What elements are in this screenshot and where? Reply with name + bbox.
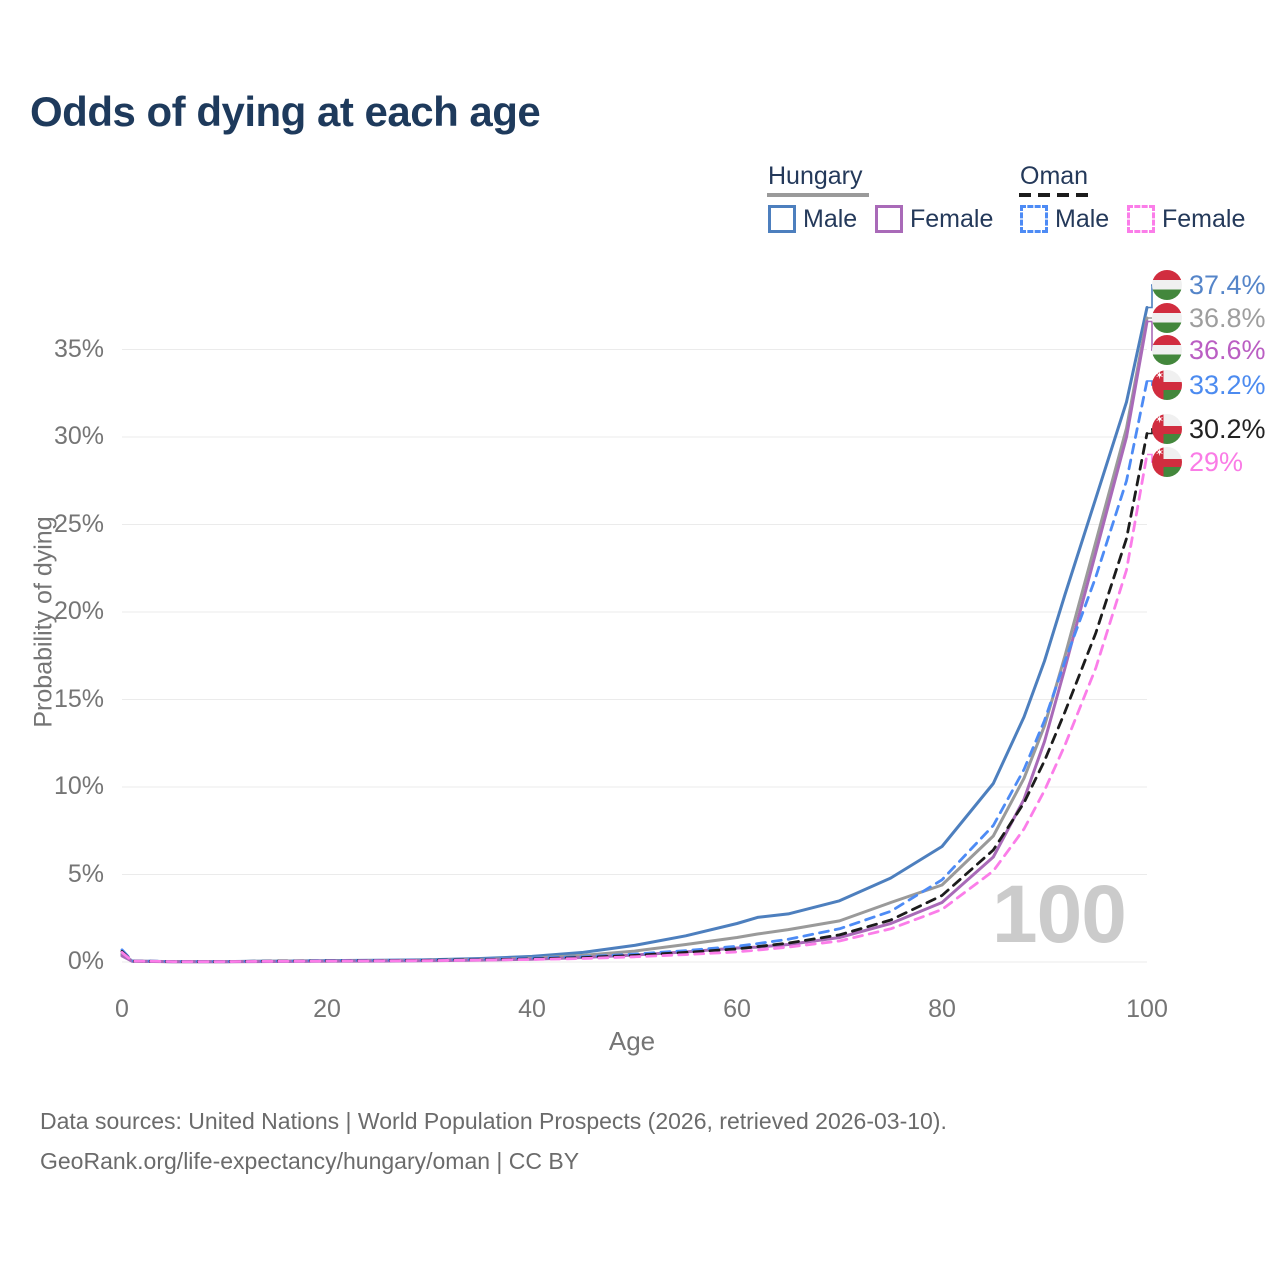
end-label-row: ✶ 29% [1152,446,1243,478]
x-tick-label: 100 [1126,995,1168,1023]
y-tick-label: 30% [53,422,104,450]
legend-group-hungary[interactable]: Hungary [768,162,863,190]
y-tick-label: 20% [53,597,104,625]
hungary-flag-icon [1152,270,1182,300]
hungary-female-swatch-icon [875,205,903,233]
y-tick-label: 35% [53,334,104,363]
oman-flag-icon: ✶ [1152,414,1182,444]
oman-flag-icon: ✶ [1152,447,1182,477]
x-tick-label: 20 [313,995,341,1023]
legend-item-hungary-male[interactable]: Male [768,204,857,234]
age-watermark: 100 [992,869,1127,960]
oman-emblem-icon: ✶ [1155,447,1165,459]
y-tick-label: 10% [53,772,104,800]
legend-item-label: Male [803,204,858,233]
legend-item-label: Female [910,204,994,233]
attribution-link[interactable]: GeoRank.org/life-expectancy/hungary/oman… [40,1148,580,1174]
legend-group-oman[interactable]: Oman [1020,162,1089,190]
data-sources-text: Data sources: United Nations | World Pop… [40,1108,947,1134]
oman-emblem-icon: ✶ [1155,414,1165,426]
legend-item-hungary-female[interactable]: Female [875,204,993,234]
y-tick-label: 0% [67,947,104,975]
series-line-hungary-male [120,306,1149,964]
oman-flag-icon: ✶ [1152,370,1182,400]
page-title: Odds of dying at each age [30,88,541,135]
legend-underline-oman [1019,193,1093,197]
oman-female-swatch-icon [1127,205,1155,233]
end-label-value: 36.6% [1189,334,1266,365]
y-tick-label: 25% [53,509,104,538]
end-label-row: 37.4% [1152,269,1266,301]
x-axis-title: Age [608,1026,656,1056]
legend-underline-hungary [767,193,869,197]
end-label-connector [1147,284,1153,309]
end-label-connector [1147,320,1153,351]
legend-item-oman-male[interactable]: Male [1020,204,1109,234]
legend-item-oman-female[interactable]: Female [1127,204,1245,234]
oman-emblem-icon: ✶ [1155,370,1165,382]
hungary-flag-icon [1152,335,1182,365]
end-label-value: 37.4% [1189,269,1266,300]
series-line-oman [120,432,1149,963]
end-label-row: ✶ 30.2% [1152,413,1266,445]
x-tick-label: 80 [928,995,956,1023]
series-line-oman-female [120,453,1149,963]
x-tick-label: 60 [723,995,751,1023]
x-tick-label: 40 [518,995,546,1023]
y-tick-label: 15% [53,684,104,713]
legend-item-label: Male [1055,204,1110,233]
end-label-value: 36.8% [1189,302,1266,333]
hungary-male-swatch-icon [768,205,796,233]
end-label-row: 36.6% [1152,334,1266,366]
x-tick-label: 0 [115,995,129,1023]
legend-item-label: Female [1162,204,1246,233]
end-label-row: 36.8% [1152,302,1266,334]
end-label-value: 33.2% [1189,369,1266,400]
y-tick-label: 5% [67,859,104,888]
series-line-hungary [120,316,1149,964]
end-label-value: 30.2% [1189,413,1266,444]
hungary-flag-icon [1152,303,1182,333]
end-label-row: ✶ 33.2% [1152,369,1266,401]
end-label-value: 29% [1189,446,1244,477]
series-line-hungary-female [120,320,1149,964]
oman-male-swatch-icon [1020,205,1048,233]
